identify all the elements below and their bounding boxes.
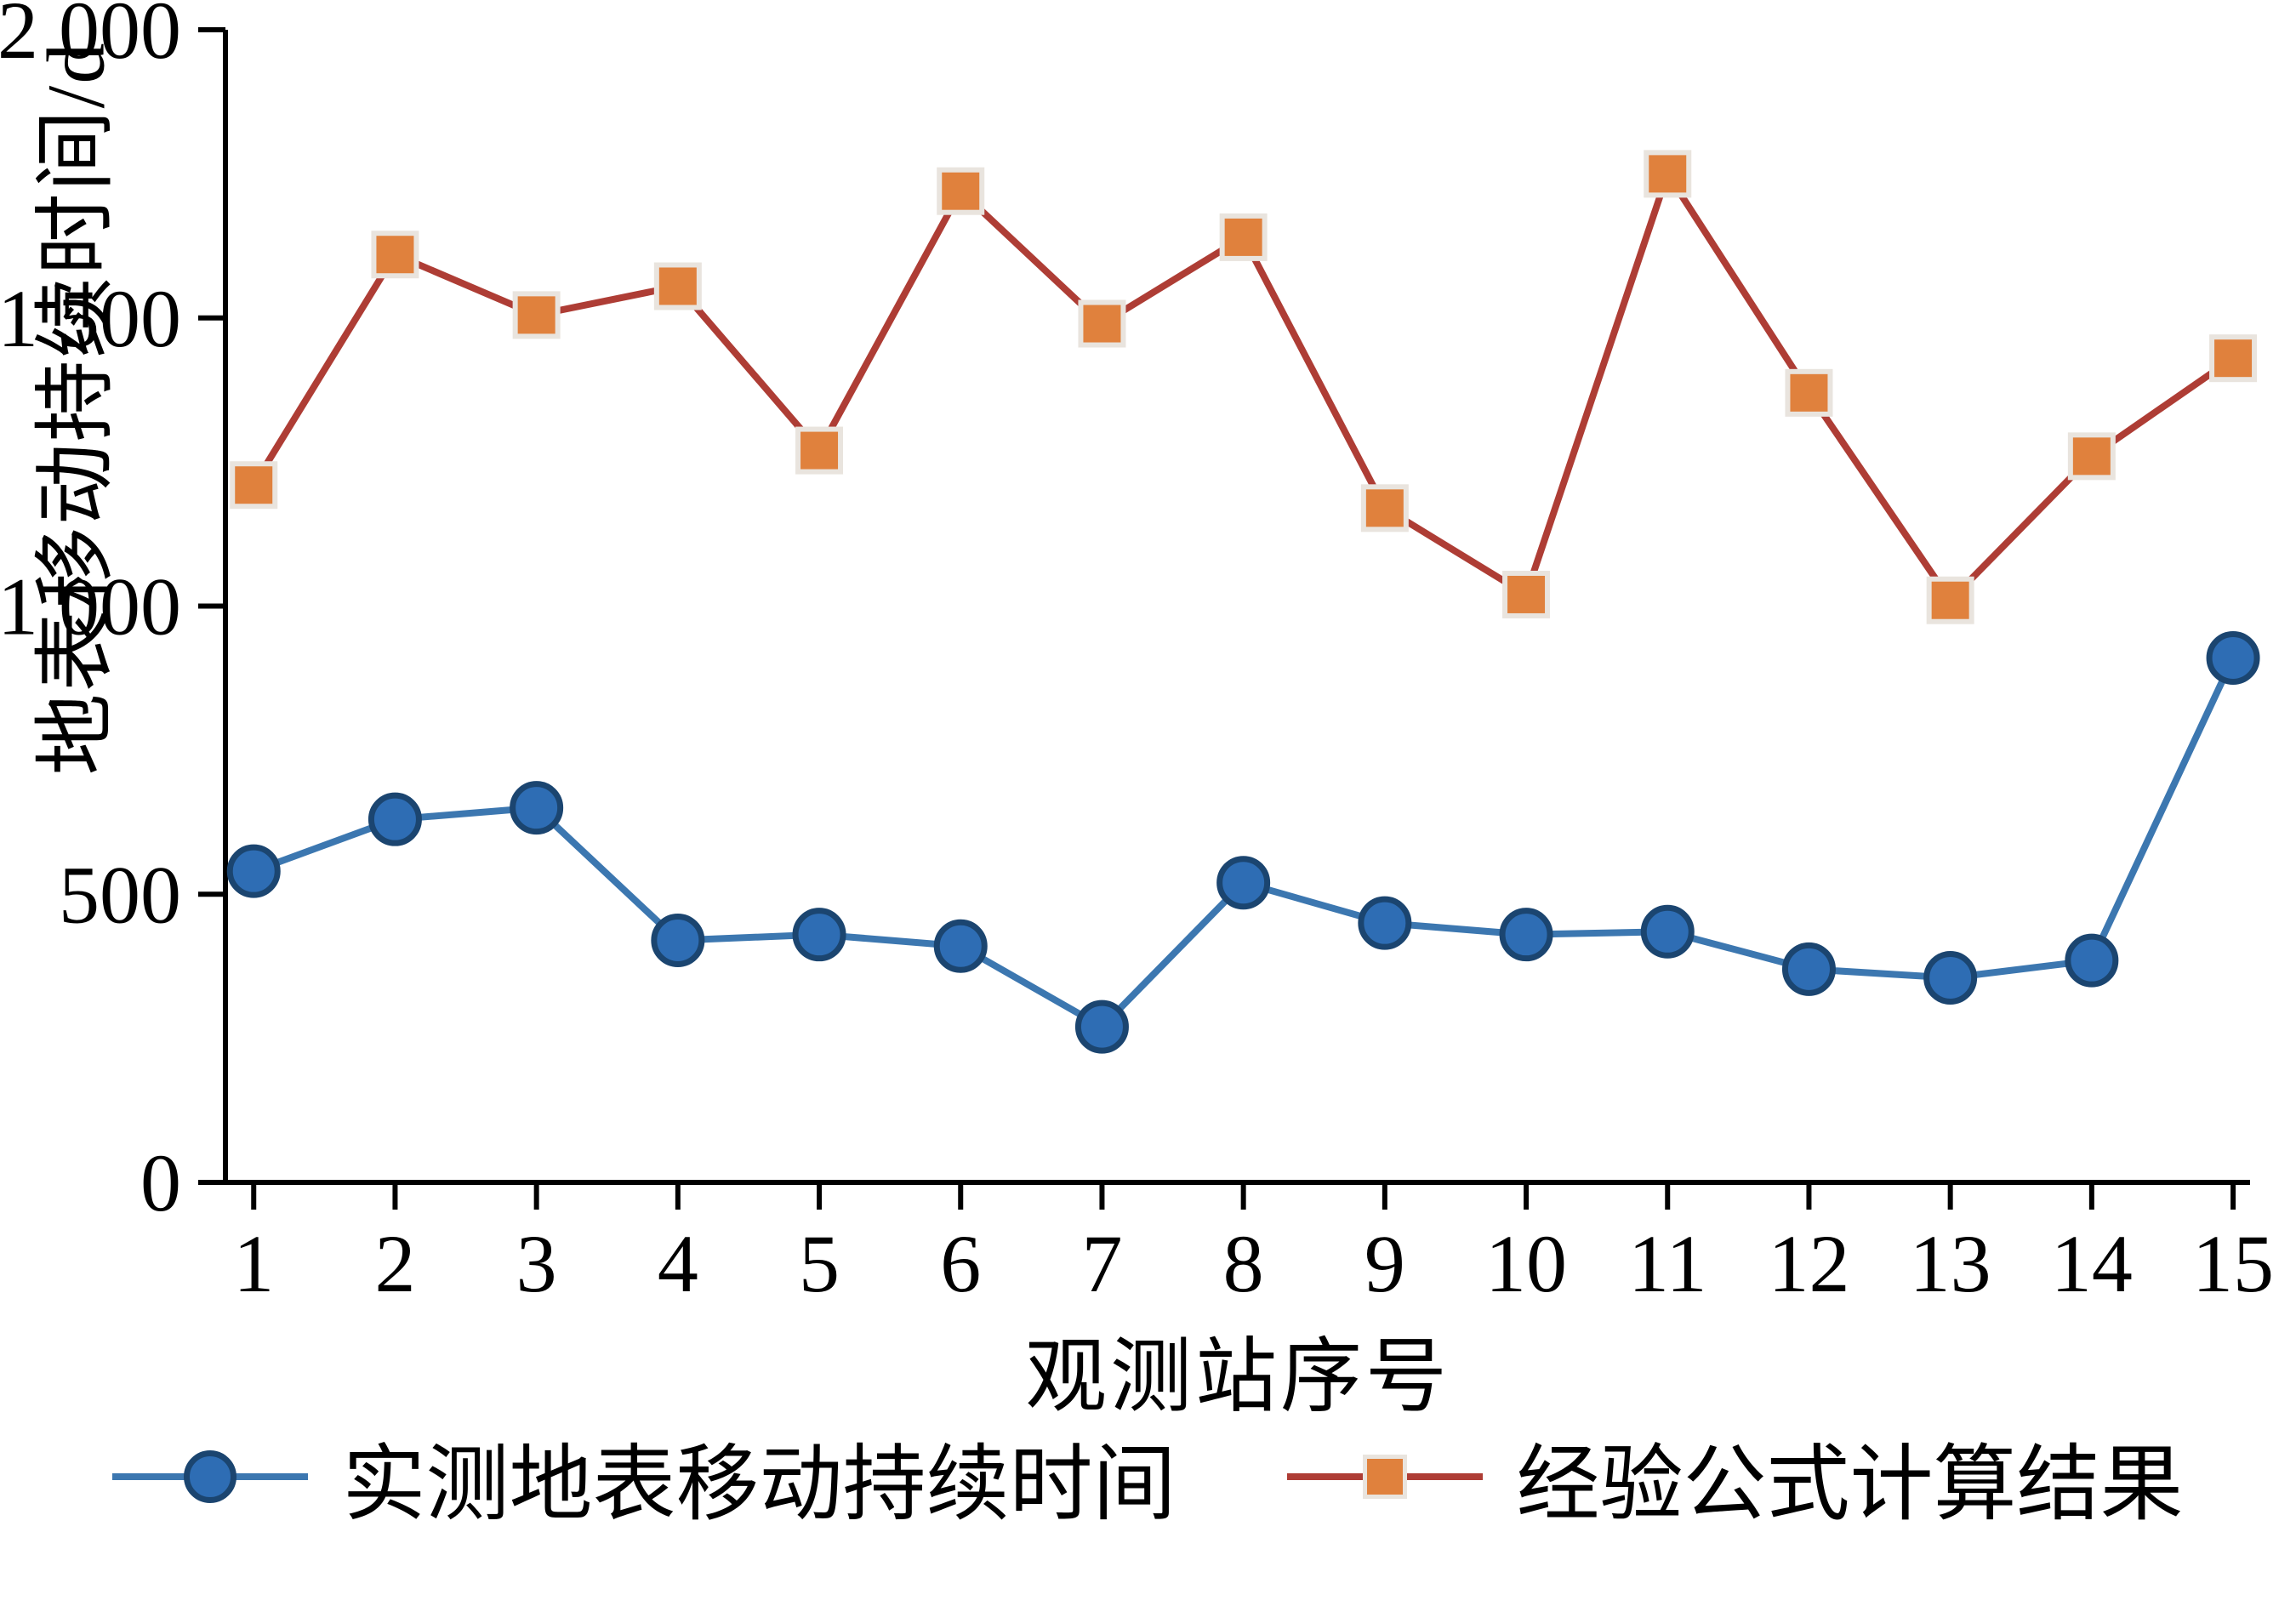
y-tick-label: 1 500 [0, 273, 181, 364]
data-point-circle [1074, 999, 1129, 1054]
x-tick-label: 15 [2192, 1218, 2274, 1309]
x-tick-label: 8 [1223, 1218, 1264, 1309]
x-tick-label: 7 [1081, 1218, 1122, 1309]
y-axis-title: 地表移动持续时间/d [30, 41, 122, 776]
data-point-circle [1216, 856, 1271, 910]
data-point-square [2067, 432, 2116, 481]
data-point-circle [2065, 933, 2119, 988]
y-tick-label: 2 000 [0, 0, 181, 76]
data-point-square [1926, 576, 1974, 624]
y-tick-label: 0 [140, 1137, 181, 1228]
x-tick-label: 2 [374, 1218, 415, 1309]
x-tick-label: 3 [516, 1218, 557, 1309]
data-point-circle [933, 919, 988, 973]
x-tick-label: 14 [2051, 1218, 2133, 1309]
x-tick-label: 11 [1628, 1218, 1706, 1309]
data-point-circle [1640, 904, 1695, 959]
data-point-square [2209, 334, 2258, 383]
data-point-square [795, 426, 844, 475]
legend: 实测地表移动持续时间 经验公式计算结果 [0, 1416, 2296, 1537]
x-tick-label: 1 [233, 1218, 274, 1309]
data-point-circle [226, 844, 281, 898]
y-tick-label: 1 000 [0, 561, 181, 652]
data-point-circle [651, 913, 705, 967]
legend-label-empirical: 经验公式计算结果 [1516, 1439, 2184, 1531]
data-point-circle [792, 908, 846, 962]
square-marker-icon [1362, 1455, 1407, 1499]
x-tick-label: 10 [1485, 1218, 1567, 1309]
x-tick-label: 13 [1910, 1218, 1991, 1309]
data-point-circle [1499, 908, 1553, 962]
legend-item-measured: 实测地表移动持续时间 [112, 1416, 1176, 1537]
data-point-circle [2206, 630, 2260, 685]
data-point-square [1785, 368, 1833, 417]
data-point-circle [1923, 950, 1978, 1005]
y-tick-label: 500 [59, 849, 181, 940]
x-tick-label: 9 [1364, 1218, 1405, 1309]
data-point-square [1502, 570, 1551, 618]
legend-swatch-measured [112, 1434, 309, 1519]
data-point-square [512, 291, 561, 339]
data-point-square [937, 167, 985, 215]
x-tick-label: 12 [1768, 1218, 1849, 1309]
legend-item-empirical: 经验公式计算结果 [1286, 1416, 2184, 1537]
data-point-circle [1781, 942, 1836, 996]
x-tick-label: 5 [799, 1218, 840, 1309]
data-point-square [1644, 150, 1692, 198]
data-point-circle [367, 792, 422, 846]
legend-label-measured: 实测地表移动持续时间 [342, 1439, 1176, 1531]
data-point-circle [1358, 896, 1412, 950]
x-tick-label: 4 [658, 1218, 698, 1309]
data-point-square [1360, 484, 1409, 532]
data-point-square [1219, 213, 1268, 261]
x-tick-label: 6 [940, 1218, 981, 1309]
data-point-square [653, 262, 702, 310]
data-point-square [1078, 299, 1126, 348]
data-point-circle [510, 781, 564, 835]
legend-swatch-empirical [1286, 1434, 1483, 1519]
data-point-square [230, 461, 278, 510]
data-point-square [371, 231, 419, 279]
x-axis-title: 观测站序号 [1025, 1331, 1450, 1422]
circle-marker-icon [184, 1450, 237, 1503]
